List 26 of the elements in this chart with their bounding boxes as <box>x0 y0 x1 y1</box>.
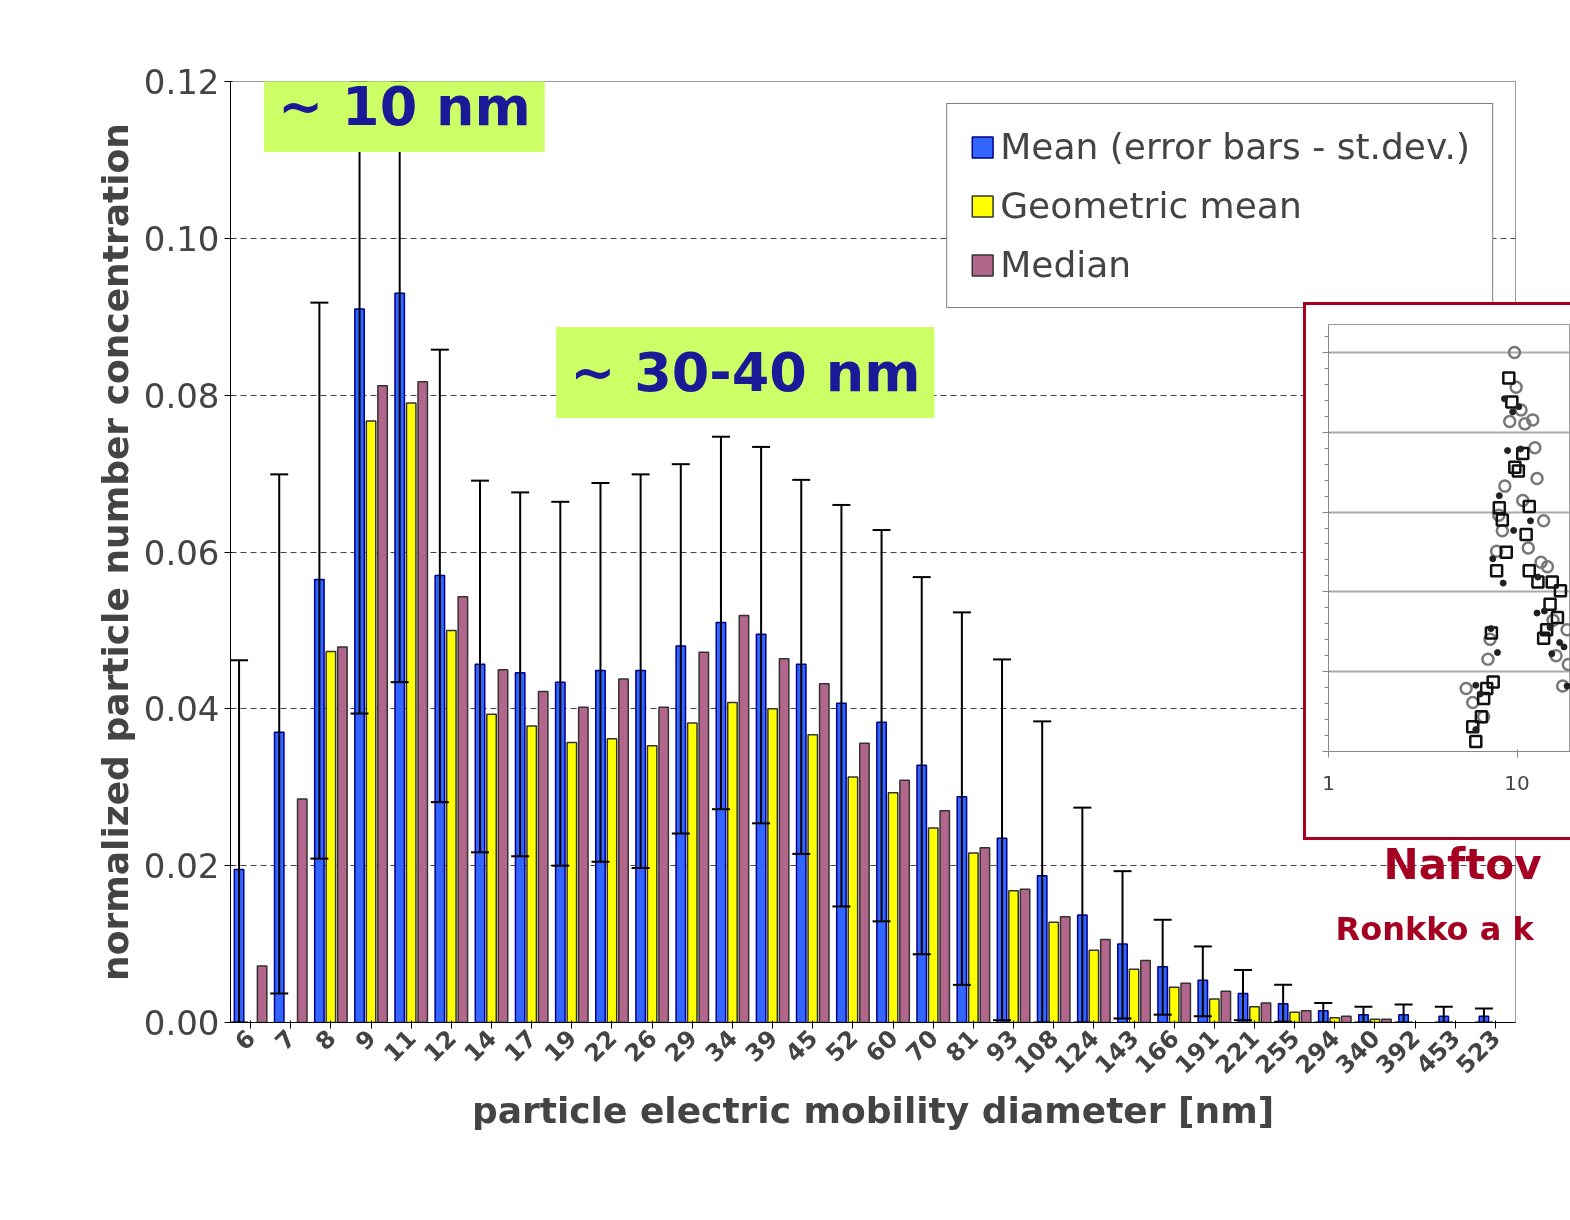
bar <box>296 798 308 1023</box>
y-tick-label: 0.06 <box>143 532 220 573</box>
x-tick-label: 1 <box>1322 770 1335 795</box>
y-tick-label: 0.04 <box>143 689 220 730</box>
x-tick-label: 8 <box>309 1024 342 1056</box>
x-axis-title: particle electric mobility diameter [nm] <box>471 1089 1275 1131</box>
y-tick-label: 0.00 <box>143 1003 220 1043</box>
y-axis-title: normalized particle number concentration <box>94 123 136 981</box>
bar <box>256 965 268 1023</box>
y-tick-label: 0.12 <box>143 62 220 102</box>
x-tick-label: 10 <box>1504 770 1530 795</box>
annotation: ~ 30-40 nm <box>570 340 921 404</box>
legend-label: Median <box>1000 244 1132 285</box>
bar <box>715 621 727 1023</box>
annotation: Ronkko a k <box>1335 910 1535 949</box>
bar <box>434 574 446 1023</box>
bar <box>675 645 687 1023</box>
y-tick-label: 0.10 <box>143 218 220 259</box>
y-tick-label: 0.02 <box>143 846 220 887</box>
annotation: Naftov <box>1383 839 1542 889</box>
x-tick-label: 6 <box>229 1024 262 1056</box>
legend-label: Mean (error bars - st.dev.) <box>1000 126 1470 167</box>
annotation: ~ 10 nm <box>278 75 531 139</box>
x-tick-label: 7 <box>269 1024 302 1056</box>
y-tick-label: 0.08 <box>143 375 220 416</box>
legend-label: Geometric mean <box>1000 185 1302 226</box>
